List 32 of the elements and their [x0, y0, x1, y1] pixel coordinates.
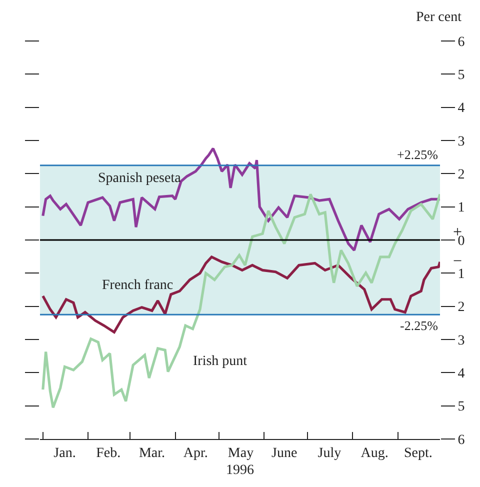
- line-series: [42, 147, 440, 252]
- x-tick-label: June: [272, 446, 298, 461]
- x-tick-label: Sept.: [404, 446, 432, 461]
- y-axis-title: Per cent: [416, 10, 462, 25]
- y-tick-label: 6: [458, 34, 465, 50]
- series-label: Spanish peseta: [98, 171, 182, 186]
- line-series: [42, 192, 440, 409]
- y-tick-label: 2: [458, 300, 465, 316]
- y-tick-label: 5: [458, 68, 465, 84]
- text: −: [453, 253, 462, 270]
- y-tick-label: 5: [458, 400, 465, 415]
- x-tick-label: Feb.: [96, 446, 121, 461]
- x-tick-label: Apr.: [183, 446, 208, 461]
- y-tick-label: 1: [458, 267, 465, 282]
- ref-line-label: -2.25%: [400, 318, 438, 333]
- x-tick-label: July: [318, 446, 342, 461]
- y-tick-label: 1: [458, 200, 465, 216]
- y-tick-label: 3: [458, 333, 465, 348]
- x-tick-label: Mar.: [138, 446, 166, 461]
- x-tick-label: Jan.: [54, 446, 76, 461]
- y-tick-label: 3: [458, 134, 465, 150]
- y-tick-label: 2: [458, 168, 465, 183]
- y-tick-label: 4: [458, 366, 465, 382]
- y-tick-label: 6: [458, 432, 465, 448]
- series-label: French franc: [102, 278, 174, 293]
- y-tick-label: 4: [458, 101, 465, 116]
- line-series: [42, 256, 440, 334]
- ref-line-label: +2.25%: [397, 147, 438, 162]
- x-tick-label: Aug.: [360, 446, 388, 461]
- series-label: Irish punt: [193, 354, 248, 369]
- x-axis-title: 1996: [226, 463, 254, 478]
- x-tick-label: May: [228, 446, 254, 461]
